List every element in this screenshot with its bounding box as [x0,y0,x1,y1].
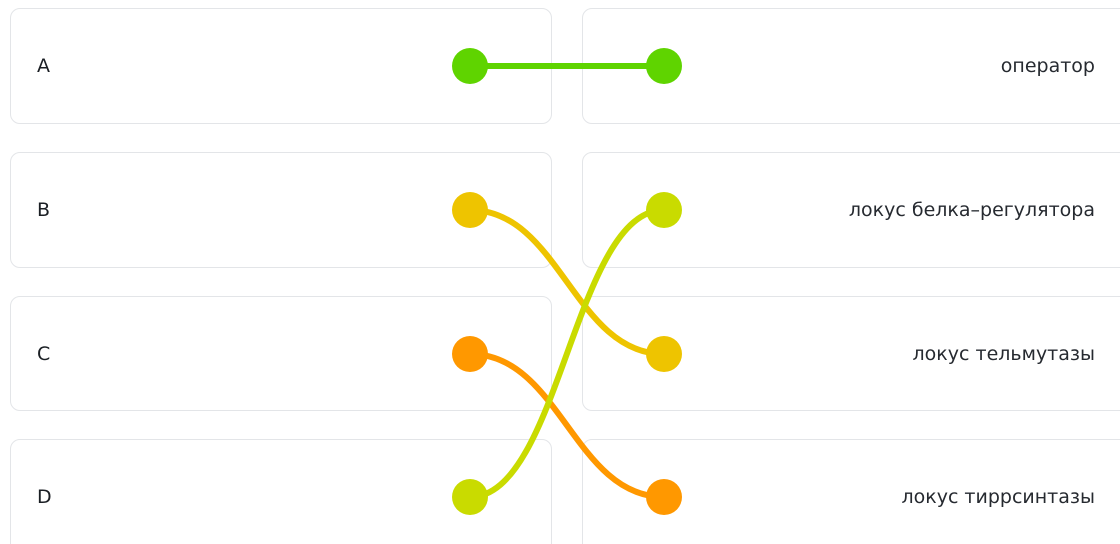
left-connector-a[interactable] [452,48,488,84]
right-connector-tyrsynthase-locus[interactable] [646,479,682,515]
right-card-label: локус тиррсинтазы [901,486,1095,508]
right-connector-regulator-locus[interactable] [646,192,682,228]
left-connector-c[interactable] [452,336,488,372]
left-card-label: C [37,342,51,365]
right-card-label: оператор [1000,55,1095,77]
left-card-label: A [37,55,50,77]
left-connector-d[interactable] [452,479,488,515]
left-card-label: B [37,199,51,221]
right-connector-telmutase-locus[interactable] [646,336,682,372]
left-connector-b[interactable] [452,192,488,228]
right-card-label: локус тельмутазы [912,342,1095,365]
right-connector-operator[interactable] [646,48,682,84]
right-card-label: локус белка–регулятора [848,199,1095,221]
left-card-label: D [37,486,52,508]
